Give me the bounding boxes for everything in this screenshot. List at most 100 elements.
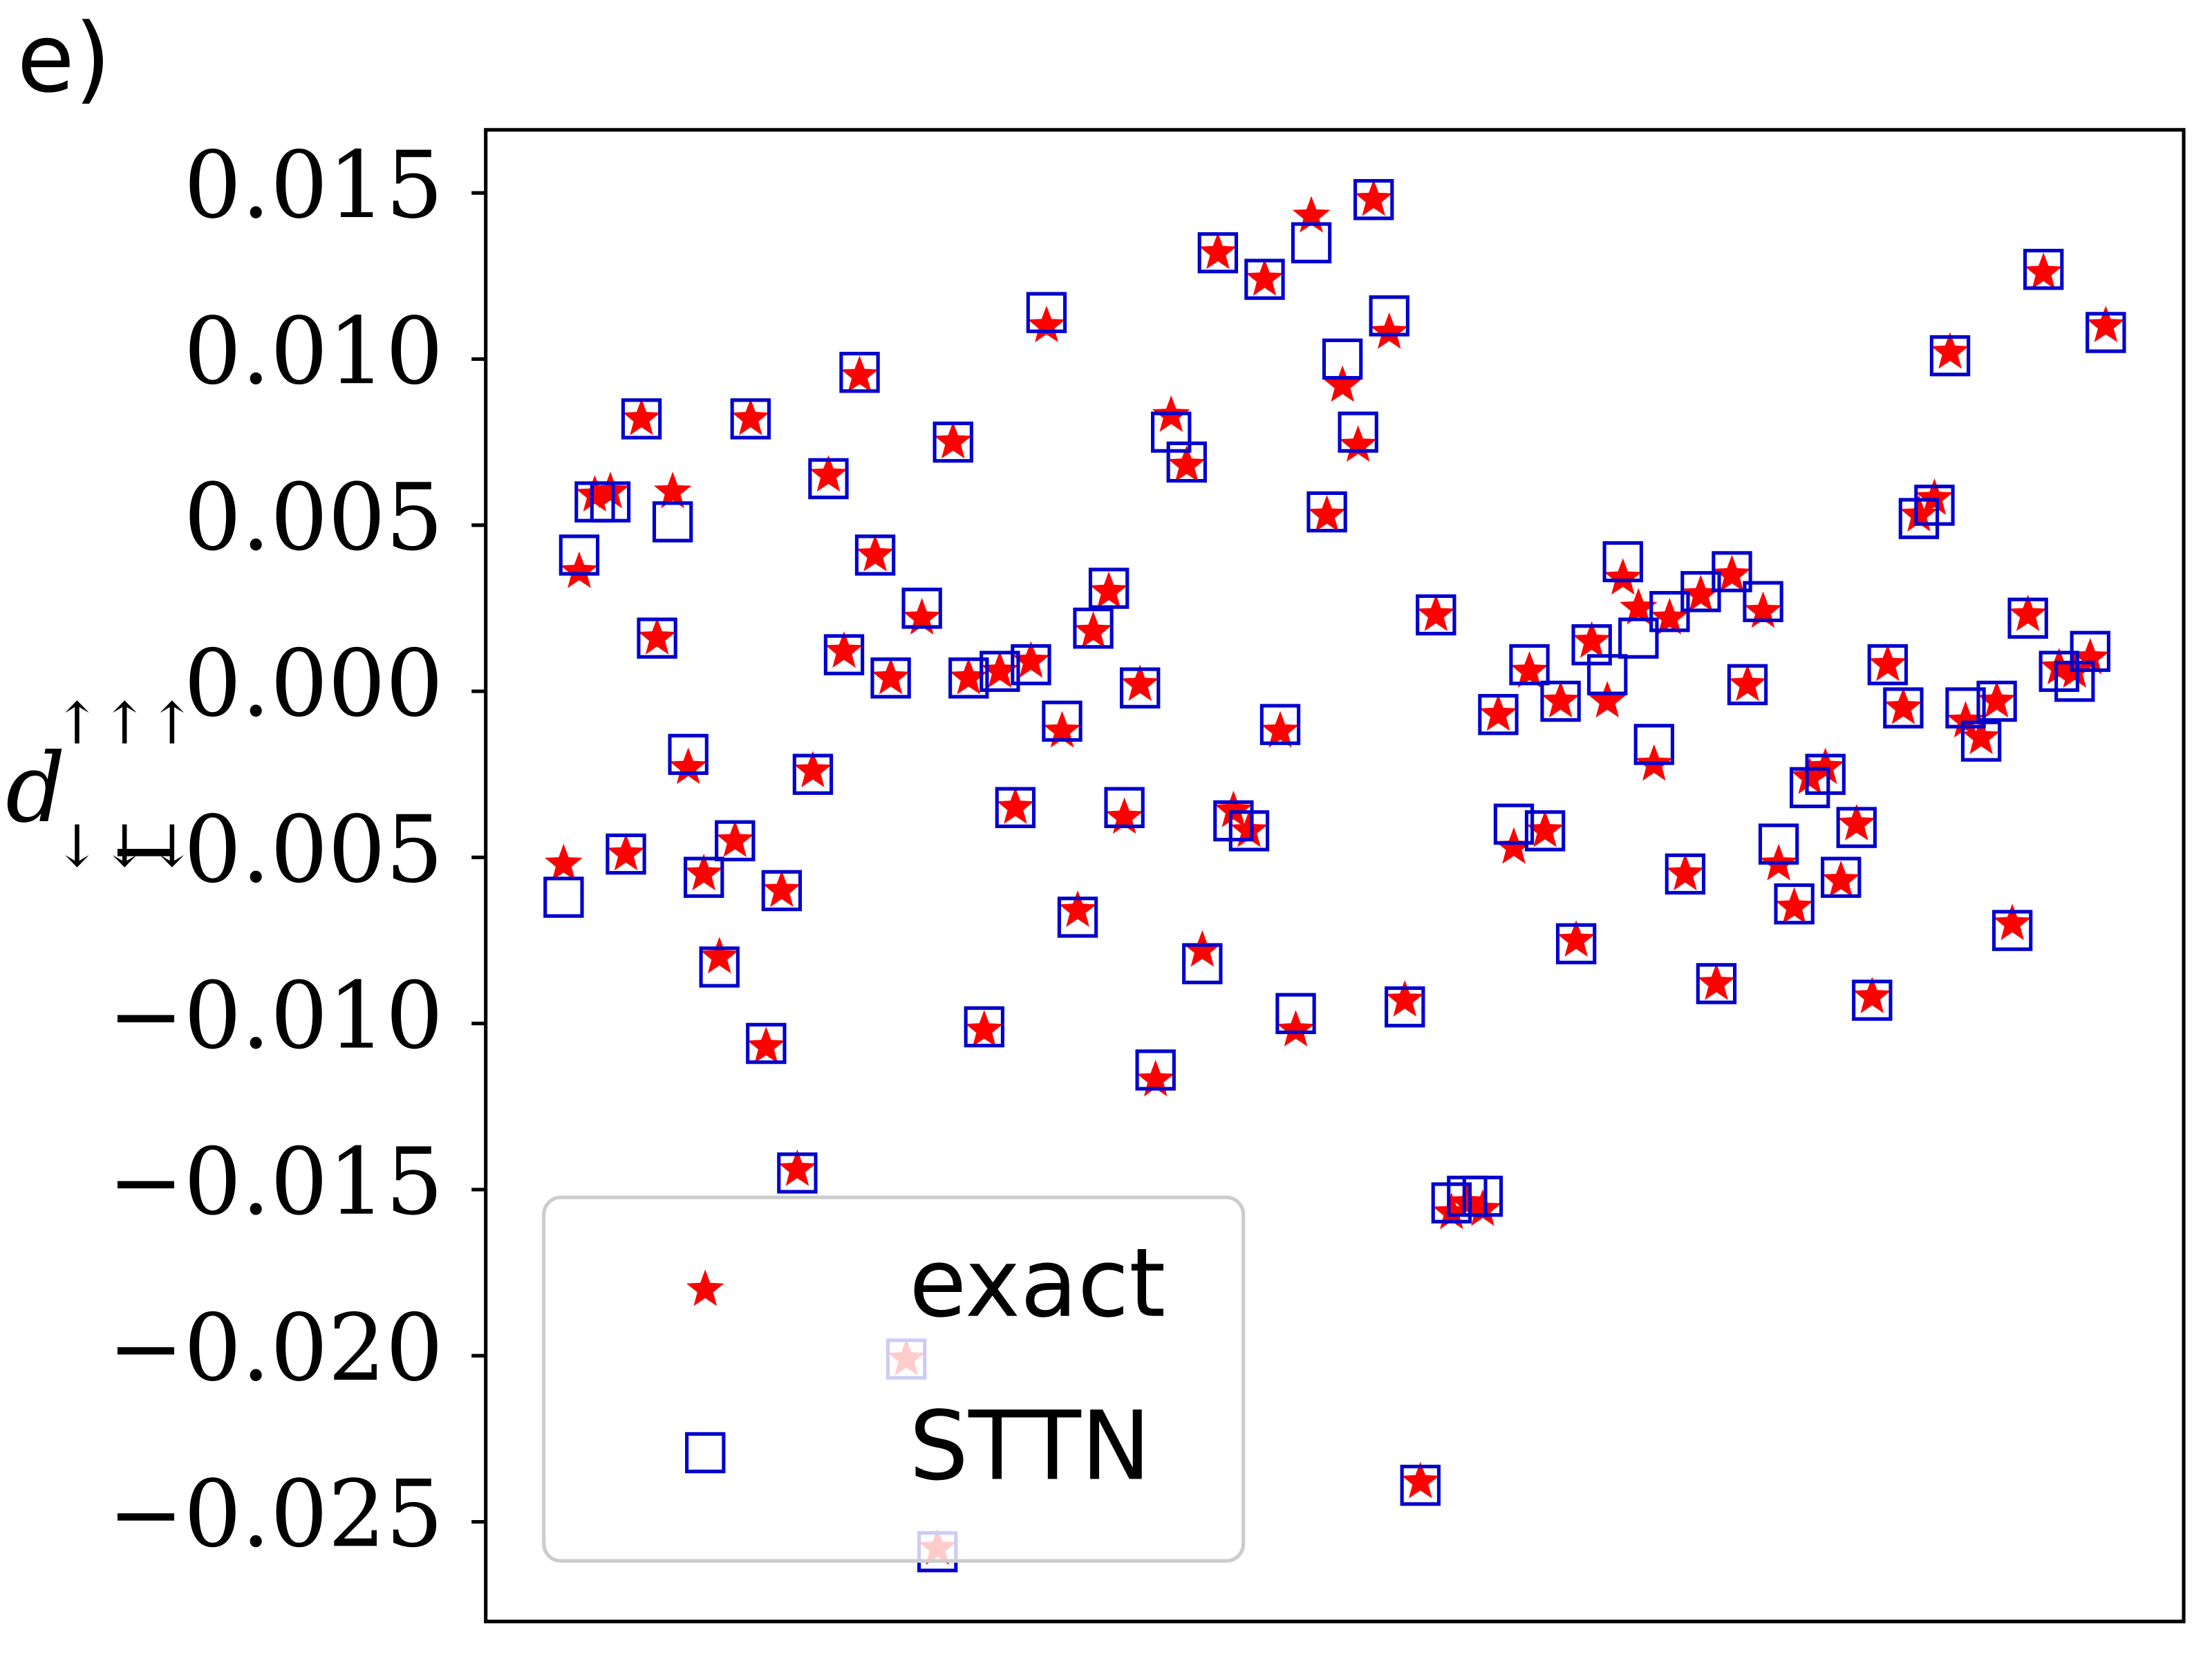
- point: [1712, 551, 1752, 592]
- point: [2007, 597, 2048, 639]
- point: [2086, 312, 2126, 353]
- point: [778, 1149, 816, 1186]
- point: [1275, 993, 1316, 1034]
- point: [1727, 664, 1768, 706]
- point: [1230, 810, 1268, 847]
- point: [1884, 687, 1922, 724]
- y-axis-label: d: [6, 733, 66, 844]
- point: [1354, 179, 1393, 216]
- point: [621, 398, 662, 440]
- point: [1900, 495, 1938, 532]
- point: [543, 877, 584, 918]
- point: [1306, 491, 1347, 533]
- point: [1633, 724, 1675, 765]
- y-axis-label-sub: ↓↓↓: [53, 812, 196, 880]
- panel-label: e): [17, 3, 111, 114]
- point: [2024, 252, 2063, 290]
- point: [1308, 495, 1346, 532]
- point: [1026, 292, 1067, 333]
- point: [1323, 365, 1362, 402]
- point: [1991, 910, 2033, 951]
- point: [668, 733, 709, 776]
- point: [809, 455, 847, 492]
- point: [637, 617, 677, 659]
- point: [1947, 701, 1985, 738]
- point: [1728, 664, 1767, 702]
- point: [1540, 680, 1581, 722]
- point: [638, 617, 676, 655]
- plot-frame: [484, 128, 2186, 1624]
- point: [1806, 747, 1844, 785]
- y-tick-label: −0.020: [108, 1295, 443, 1402]
- point: [576, 475, 614, 512]
- point: [1168, 445, 1206, 482]
- point: [1462, 1175, 1503, 1217]
- point: [1493, 803, 1535, 845]
- point: [841, 355, 879, 393]
- point: [731, 398, 770, 435]
- point: [1105, 797, 1143, 834]
- point: [1339, 425, 1377, 462]
- legend-label: STTN: [909, 1391, 1151, 1501]
- point: [996, 787, 1035, 824]
- point: [1510, 651, 1548, 688]
- point: [1822, 860, 1860, 897]
- legend-marker: [686, 1269, 724, 1306]
- point: [559, 534, 600, 576]
- point: [1370, 312, 1408, 349]
- point: [1088, 568, 1130, 609]
- point: [1571, 624, 1612, 666]
- point: [1011, 644, 1051, 686]
- point: [699, 946, 740, 988]
- point: [1775, 887, 1813, 924]
- point: [1261, 711, 1300, 748]
- point: [606, 833, 646, 875]
- point: [1976, 680, 2017, 722]
- point: [808, 458, 849, 500]
- point: [903, 598, 941, 635]
- point: [1526, 810, 1564, 847]
- point: [1322, 338, 1363, 380]
- y-tick-label: 0.010: [184, 298, 443, 405]
- point: [794, 751, 832, 788]
- point: [1651, 598, 1689, 635]
- point: [1620, 588, 1658, 625]
- point: [1852, 980, 1893, 1021]
- point: [1774, 883, 1815, 925]
- point: [1043, 711, 1081, 748]
- point: [1524, 810, 1566, 852]
- point: [1867, 644, 1909, 686]
- point: [823, 634, 865, 675]
- point: [1338, 411, 1378, 453]
- point: [1837, 804, 1876, 841]
- point: [683, 856, 724, 898]
- point: [1898, 498, 1940, 539]
- legend-label: exact: [909, 1228, 1165, 1339]
- point: [1448, 1182, 1486, 1219]
- point: [1962, 718, 2000, 755]
- point: [1136, 1060, 1174, 1097]
- point: [965, 1010, 1004, 1047]
- point: [1369, 295, 1409, 337]
- point: [2087, 306, 2125, 343]
- point: [1431, 1182, 1472, 1224]
- point: [870, 657, 911, 699]
- point: [1744, 591, 1782, 628]
- point: [1228, 810, 1270, 852]
- point: [590, 481, 631, 523]
- y-tick-label: 0.000: [184, 630, 443, 738]
- point: [981, 651, 1019, 688]
- point: [1246, 259, 1284, 296]
- point: [950, 657, 988, 695]
- point: [1790, 757, 1829, 794]
- point: [715, 820, 756, 862]
- point: [622, 398, 661, 435]
- point: [1292, 196, 1331, 233]
- point: [1945, 687, 1986, 729]
- point: [1182, 943, 1223, 984]
- point: [1400, 1464, 1441, 1506]
- point: [792, 753, 834, 795]
- point: [1386, 980, 1424, 1017]
- point: [1588, 681, 1627, 718]
- point: [653, 471, 692, 509]
